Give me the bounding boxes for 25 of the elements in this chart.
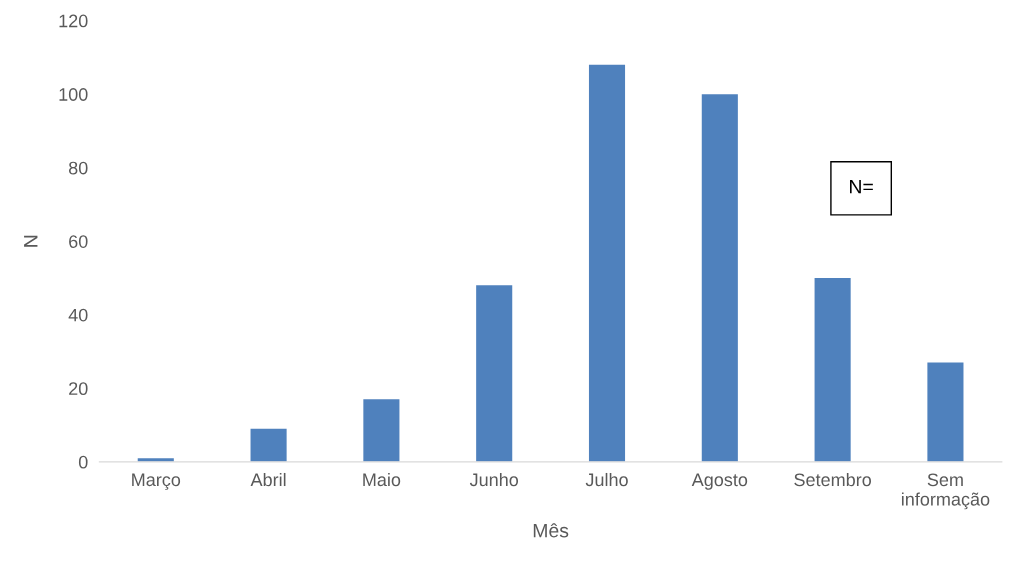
x-tick-label: Março xyxy=(132,473,181,490)
y-tick-label: 0 xyxy=(78,455,88,469)
x-tick-label: Setembro xyxy=(794,472,872,487)
bar xyxy=(588,64,626,462)
bar xyxy=(250,428,287,462)
bar xyxy=(476,285,513,462)
y-tick-label: 20 xyxy=(69,382,88,396)
y-tick-label: 40 xyxy=(68,308,88,322)
x-axis-title: Mês xyxy=(533,523,569,538)
x-tick-label: Sem informação xyxy=(901,473,990,510)
x-tick-label: Julho xyxy=(585,472,628,487)
annotation: N= xyxy=(850,179,873,194)
bar xyxy=(814,278,851,462)
bar xyxy=(363,399,400,462)
y-tick-label: 80 xyxy=(68,161,88,175)
x-tick-label: Junho xyxy=(469,472,519,487)
x-tick-label: Maio xyxy=(363,472,401,487)
x-tick-label: Abril xyxy=(250,472,286,487)
bar xyxy=(927,362,964,462)
y-axis-title: N xyxy=(24,235,38,247)
bar xyxy=(701,94,738,462)
y-tick-label: 120 xyxy=(59,14,88,28)
x-tick-label: Agosto xyxy=(691,473,748,490)
y-tick-label: 60 xyxy=(69,235,88,248)
y-tick-label: 100 xyxy=(59,88,88,101)
